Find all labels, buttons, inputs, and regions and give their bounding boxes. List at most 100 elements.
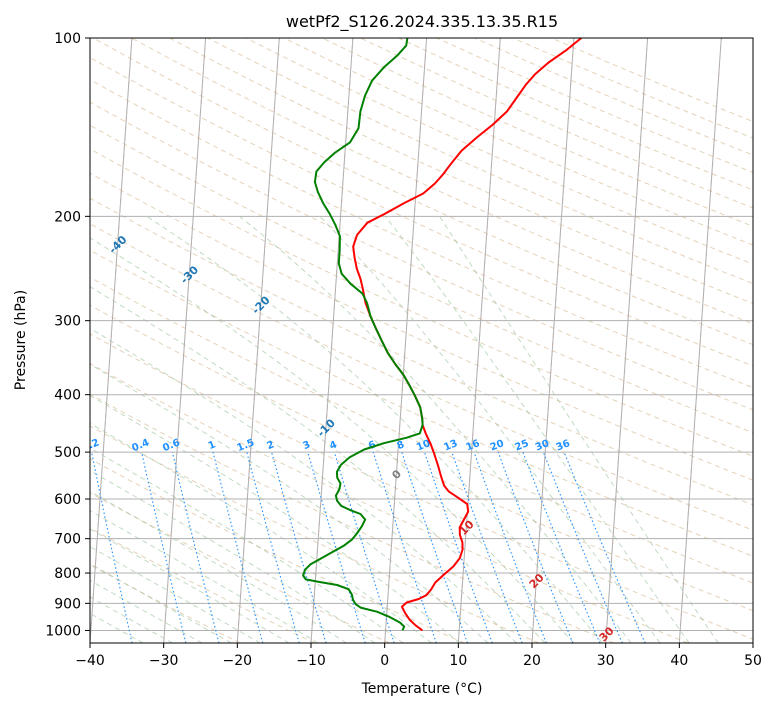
y-tick-label: 300 [54,314,81,330]
y-tick-label: 500 [54,445,81,461]
moist-adiabat-line [239,215,632,643]
moist-adiabat-line [90,528,290,643]
mixing-ratio-line [423,451,493,643]
dry-adiabats [90,38,753,643]
moist-adiabat-line [90,286,546,643]
mixing-ratio-label: 30 [534,438,551,453]
x-tick-label: 30 [597,653,615,669]
x-tick-label: −20 [223,653,253,669]
mixing-ratio-line [372,451,437,643]
isotherm-grid-line [605,38,649,643]
y-tick-label: 700 [54,532,81,548]
isotherm-grid-line [531,38,575,643]
mixing-ratio-line [473,451,547,643]
mixing-ratio-line [91,451,133,643]
y-tick-label: 100 [54,31,81,47]
sounding-series [302,38,582,632]
x-tick-label: −40 [75,653,105,669]
mixing-ratio-label: 20 [489,438,506,453]
moist-adiabat-line [90,596,173,643]
x-tick-label: 0 [380,653,389,669]
mixing-ratio-line [307,451,366,643]
y-tick-label: 1000 [45,623,81,639]
mixing-ratio-line [451,451,523,643]
dry-adiabat-line [131,38,753,325]
moist-adiabats [90,215,719,643]
moist-adiabat-line [90,579,203,643]
dry-adiabat-line [90,304,753,612]
x-axis-label: Temperature (°C) [361,681,483,697]
plot-area: 0.10.20.40.611.52346810131620253036-100-… [90,38,753,644]
moist-adiabat-line [90,422,432,643]
mixing-ratio-label: 36 [555,438,572,453]
grid-lines [90,38,753,643]
isotherm-label: 30 [597,624,617,644]
dry-adiabat-line [207,38,753,285]
mixing-ratio-line [522,451,601,643]
mixing-ratio-label: 3 [302,439,313,452]
mixing-ratio-line [542,451,623,643]
moist-adiabat-line [90,237,574,643]
x-tick-label: 50 [744,653,762,669]
moist-adiabat-line [90,447,404,643]
mixing-ratio-label: 4 [328,439,339,452]
mixing-ratio-label: 16 [464,438,481,453]
isotherm-grid-line [678,38,722,643]
mixing-ratio-lines [91,451,646,643]
moist-adiabat-line [90,490,347,643]
mixing-ratio-label: 25 [513,438,530,453]
moist-adiabat-line [90,363,489,643]
y-tick-label: 400 [54,388,81,404]
mixing-ratio-line [271,451,327,643]
moist-adiabat-line [90,563,232,643]
moist-adiabat-line [146,215,603,643]
y-tick-label: 900 [54,596,81,612]
y-tick-label: 200 [54,209,81,225]
moist-adiabat-line [90,546,261,643]
dry-adiabat-line [90,564,241,643]
mixing-ratio-line [497,451,574,643]
mixing-ratio-line [171,451,220,643]
mixing-ratio-line [246,451,300,643]
mixing-ratio-line [401,451,469,643]
axis-ticks: −40 −30 −20 −10 0 10 20 30 40 50 1000 900 800 700 600 5… [45,31,762,669]
y-tick-label: 800 [54,566,81,582]
moist-adiabat-line [90,510,319,643]
moist-adiabat-line [319,215,661,643]
isotherm-grid-line [457,38,501,643]
moist-adiabat-line [385,215,690,643]
mixing-ratio-label: 2 [265,439,276,452]
moist-adiabat-line [439,216,719,643]
mixing-ratio-label: 1 [207,439,218,452]
dry-adiabat-line [90,124,753,434]
chart-title: wetPf2_S126.2024.335.13.35.R15 [286,12,558,32]
moist-adiabat-line [90,395,461,643]
isotherm-grid-line [384,38,428,643]
moist-adiabat-line [90,469,376,643]
isotherm-grid-line [90,38,133,643]
mixing-ratio-label: 6 [367,439,378,452]
dry-adiabat-line [93,38,753,346]
isotherm-grid-line [310,38,354,643]
y-tick-label: 600 [54,492,81,508]
mixing-ratio-label: 8 [396,439,407,452]
plot-frame [89,37,754,644]
mixing-ratio-line [212,451,264,643]
x-tick-label: 10 [449,653,467,669]
dry-adiabat-line [90,172,753,481]
dry-adiabat-line [90,458,465,643]
y-axis-label: Pressure (hPa) [13,290,29,390]
x-tick-label: −10 [296,653,326,669]
x-tick-label: 40 [670,653,688,669]
dry-adiabat-line [90,79,753,389]
x-tick-label: 20 [523,653,541,669]
mixing-ratio-label: 10 [415,438,432,453]
mixing-ratio-line [141,451,187,643]
isotherm-grid-line [236,38,280,643]
mixing-ratio-line [333,451,395,643]
dry-adiabat-line [90,197,753,506]
isotherm-grid-line [163,38,207,643]
moist-adiabat-line [90,327,517,643]
x-tick-label: −30 [149,653,179,669]
dry-adiabat-line [90,223,753,531]
